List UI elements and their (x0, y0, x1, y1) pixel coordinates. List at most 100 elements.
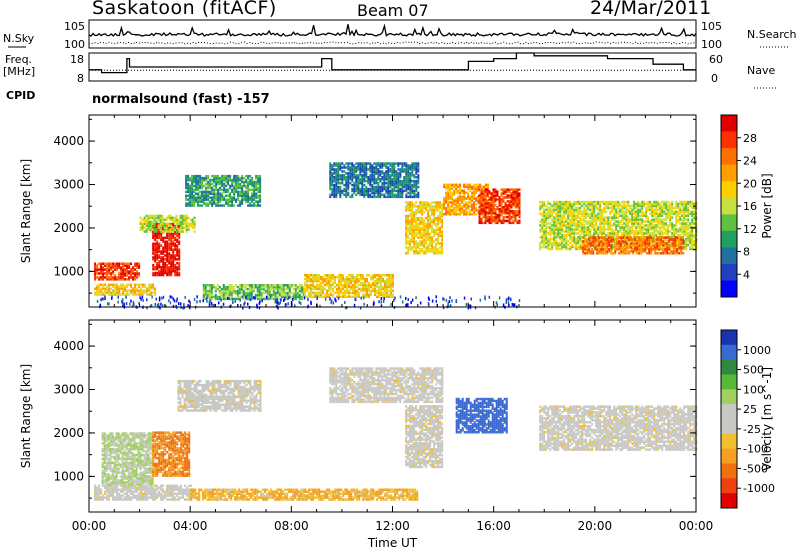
power-cell (329, 170, 332, 173)
power-cell (437, 240, 440, 243)
power-cell (397, 189, 400, 193)
power-cell (318, 283, 320, 287)
power-cell (380, 281, 382, 285)
power-cell (541, 239, 544, 243)
power-cell (409, 178, 412, 181)
power-cell (647, 206, 650, 210)
power-cell (104, 264, 107, 267)
power-cell (553, 236, 556, 239)
power-cell (335, 179, 338, 183)
power-cell (407, 248, 410, 251)
power-cell (348, 289, 350, 293)
power-cell (627, 226, 630, 229)
power-cell (518, 211, 521, 215)
power-cell (242, 285, 245, 289)
power-cell (374, 289, 376, 293)
power-cell (431, 238, 434, 241)
power-cell (257, 186, 260, 190)
power-cell (272, 291, 275, 295)
power-cell (203, 190, 206, 194)
power-cell (356, 281, 358, 285)
power-cell (482, 190, 485, 193)
power-cell (349, 178, 352, 181)
power-cell (435, 244, 438, 247)
freq-label: Freq. (5, 53, 33, 66)
power-cell (152, 252, 155, 255)
power-cell (477, 209, 480, 212)
power-cell (627, 234, 630, 237)
power-cell (334, 279, 336, 283)
power-cell (380, 285, 382, 289)
power-cell (300, 289, 303, 293)
power-cell (571, 212, 574, 215)
power-cell (587, 228, 590, 231)
power-cell (457, 191, 460, 194)
power-cell (282, 295, 285, 299)
power-cell (312, 295, 314, 298)
power-cell (411, 191, 414, 195)
power-cell (541, 245, 544, 249)
power-cell (162, 264, 165, 267)
power-cell (539, 247, 542, 251)
power-cell (405, 236, 408, 239)
power-cell (169, 230, 172, 233)
power-cell (423, 232, 426, 235)
power-cell (563, 243, 566, 247)
power-cell (114, 285, 117, 288)
power-cell (118, 272, 121, 275)
power-cell (559, 218, 562, 221)
power-cell (467, 213, 470, 216)
power-cell (480, 221, 483, 225)
power-cell (341, 178, 344, 181)
power-cell (165, 228, 168, 231)
power-cell (367, 191, 370, 195)
power-cell (347, 168, 350, 171)
power-cell (388, 279, 390, 283)
power-cell (441, 213, 444, 216)
power-cell (465, 197, 468, 200)
power-cell (357, 166, 360, 169)
power-cell (571, 206, 574, 210)
power-cell (541, 204, 544, 208)
power-cell (260, 293, 263, 297)
power-cell (346, 289, 348, 293)
power-cell (201, 192, 204, 195)
power-cell (387, 179, 390, 183)
power-cell (415, 176, 418, 179)
power-cell (512, 202, 515, 205)
power-cell (390, 274, 392, 277)
power-cell (219, 188, 222, 192)
power-cell (120, 272, 123, 275)
power-cell (393, 176, 396, 179)
power-cell (376, 289, 378, 293)
power-cell (363, 189, 366, 193)
power-cell (258, 297, 261, 301)
power-cell (243, 190, 246, 194)
power-cell (431, 224, 434, 228)
power-cell (172, 254, 175, 257)
power-cell (264, 285, 267, 289)
power-cell (409, 183, 412, 187)
power-cell (477, 189, 480, 192)
power-cell (415, 193, 418, 197)
power-cell (259, 198, 262, 201)
power-cell (210, 291, 213, 295)
power-cell (204, 284, 207, 287)
power-cell (100, 289, 103, 292)
power-cell (203, 198, 206, 201)
power-cell (316, 293, 318, 296)
power-cell (459, 205, 462, 208)
power-cell (154, 287, 157, 290)
power-cell (545, 204, 548, 208)
power-cell (334, 281, 336, 285)
power-cell (573, 232, 576, 235)
power-cell (425, 222, 428, 226)
power-cell (365, 162, 368, 165)
power-cell (573, 204, 576, 208)
power-cell (502, 196, 505, 199)
power-cell (147, 228, 150, 231)
power-cell (359, 162, 362, 165)
power-cell (250, 295, 253, 299)
power-cell (473, 209, 476, 212)
power-cell (187, 184, 190, 188)
